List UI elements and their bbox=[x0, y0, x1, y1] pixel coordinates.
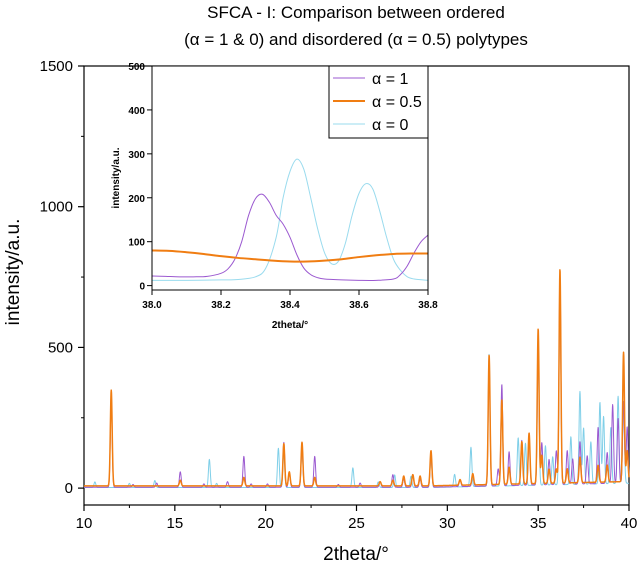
inset-series-line-1 bbox=[151, 249, 429, 263]
inset-y-tick-label: 200 bbox=[128, 194, 145, 205]
inset-y-tick-label: 500 bbox=[128, 62, 145, 73]
inset-x-tick-label: 38.8 bbox=[418, 300, 438, 311]
main-x-tick-label: 35 bbox=[530, 515, 547, 532]
inset-series-line-0 bbox=[151, 193, 429, 281]
inset-y-tick-label: 100 bbox=[128, 238, 145, 249]
main-x-tick-label: 20 bbox=[257, 515, 274, 532]
main-x-axis-label: 2theta/° bbox=[323, 544, 389, 565]
main-x-tick-label: 40 bbox=[621, 515, 638, 532]
inset-y-tick-label: 400 bbox=[128, 106, 145, 117]
main-y-tick-label: 0 bbox=[65, 480, 73, 497]
chart-title-line-1: SFCA - I: Comparison between ordered bbox=[207, 3, 505, 22]
inset-x-tick-label: 38.4 bbox=[280, 300, 300, 311]
main-y-tick-label: 1500 bbox=[40, 58, 73, 75]
main-x-tick-label: 10 bbox=[76, 515, 93, 532]
main-x-tick-label: 15 bbox=[166, 515, 183, 532]
inset-axes: 38.0 38.2 38.4 38.6 38.8 0 100 200 300 400 500 bbox=[128, 62, 438, 311]
inset-x-tick-label: 38.0 bbox=[142, 300, 162, 311]
inset-series-group bbox=[151, 158, 429, 281]
inset-y-tick-label: 300 bbox=[128, 150, 145, 161]
inset-x-axis-label: 2theta/° bbox=[272, 320, 308, 331]
main-series-group bbox=[83, 269, 630, 489]
legend-label-0: α = 1 bbox=[372, 71, 408, 88]
main-y-axis-label: intensity/a.u. bbox=[3, 219, 24, 326]
legend-label-2: α = 0 bbox=[372, 117, 408, 134]
inset-x-tick-label: 38.2 bbox=[211, 300, 231, 311]
legend-label-1: α = 0.5 bbox=[372, 94, 422, 111]
main-x-tick-label: 25 bbox=[348, 515, 365, 532]
inset-y-tick-label: 0 bbox=[139, 282, 145, 293]
main-y-tick-label: 1000 bbox=[40, 199, 73, 216]
inset-y-axis-label: intensity/a.u. bbox=[111, 147, 122, 208]
inset-x-tick-label: 38.6 bbox=[349, 300, 369, 311]
chart-title-line-2: (α = 1 & 0) and disordered (α = 0.5) pol… bbox=[184, 30, 528, 49]
inset-legend: α = 1 α = 0.5 α = 0 bbox=[328, 65, 429, 139]
main-series-line-1 bbox=[83, 269, 630, 487]
main-x-tick-label: 30 bbox=[439, 515, 456, 532]
main-y-tick-label: 500 bbox=[48, 339, 73, 356]
main-series-line-2 bbox=[83, 282, 630, 489]
